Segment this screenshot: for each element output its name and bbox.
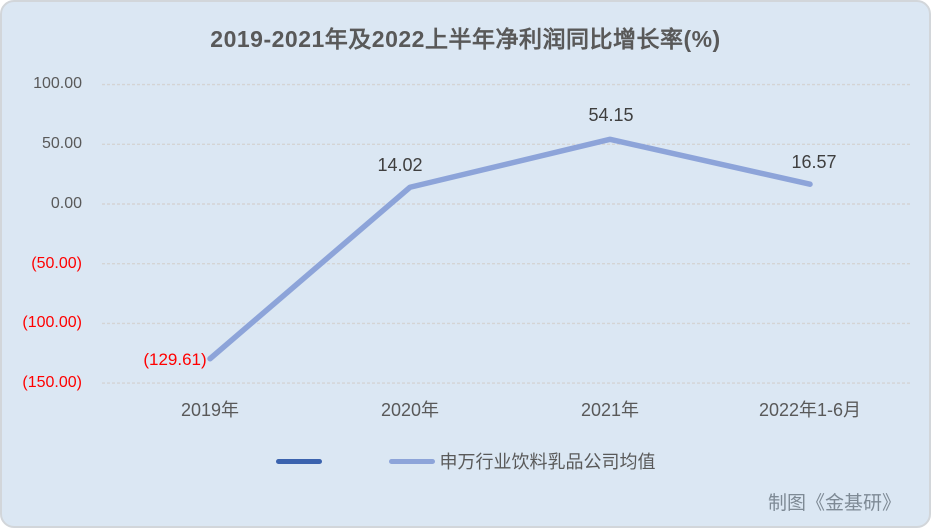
legend-swatch-dark [275,458,322,464]
credit-text: 制图《金基研》 [767,493,901,514]
data-label: 54.15 [588,105,634,125]
legend-item-series2: 申万行业饮料乳品公司均值 [388,448,656,474]
y-axis-tick: 100.00 [33,75,82,92]
x-axis-label: 2020年 [380,400,440,420]
data-label: 14.02 [377,155,423,175]
y-axis-tick: (50.00) [31,255,82,272]
y-axis-tick: 0.00 [50,195,82,212]
y-axis-tick: 50.00 [41,135,82,152]
legend-label: 申万行业饮料乳品公司均值 [439,452,656,472]
legend-item-series1 [275,458,327,464]
x-axis-label: 2019年 [180,400,240,420]
data-label: (129.61) [143,350,207,369]
data-label: 16.57 [791,152,837,172]
chart-title: 2019-2021年及2022上半年净利润同比增长率(%) [210,26,721,52]
legend: 申万行业饮料乳品公司均值 [2,448,929,474]
y-axis-tick: (100.00) [22,314,82,331]
legend-swatch-light [388,458,435,464]
x-axis-label: 2021年 [580,400,640,420]
y-axis-tick: (150.00) [22,374,82,391]
x-axis-label: 2022年1-6月 [758,400,862,420]
